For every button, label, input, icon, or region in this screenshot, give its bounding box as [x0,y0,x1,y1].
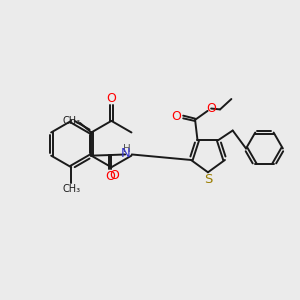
Text: O: O [109,169,119,182]
Text: CH₃: CH₃ [62,184,80,194]
Text: H: H [123,144,130,154]
Text: O: O [171,110,181,123]
Text: N: N [121,147,131,161]
Text: O: O [105,170,115,183]
Text: CH₃: CH₃ [62,116,80,126]
Text: O: O [206,102,216,115]
Text: S: S [204,173,212,186]
Text: O: O [106,92,116,105]
